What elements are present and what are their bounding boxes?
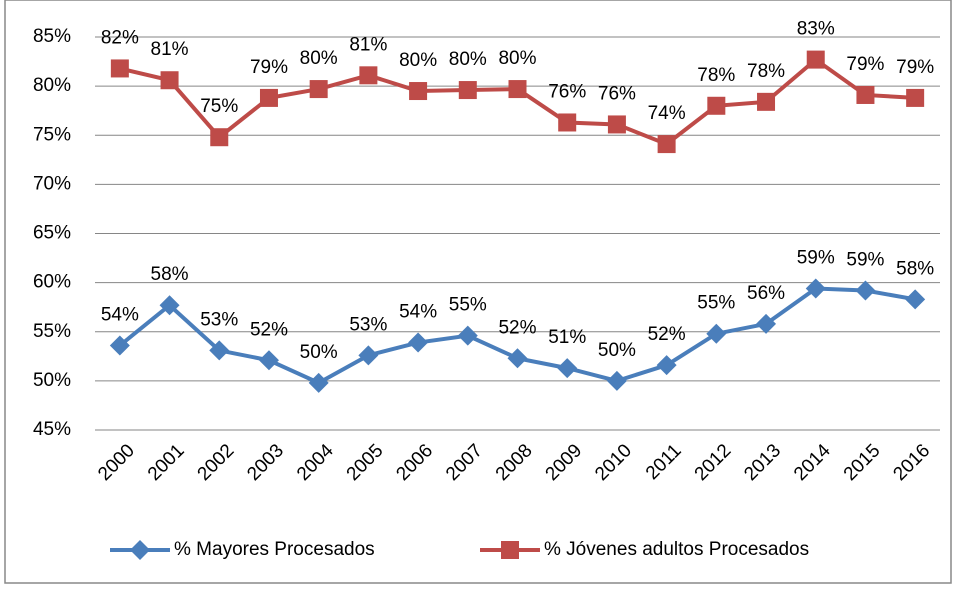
marker (607, 115, 626, 134)
y-tick-label: 75% (33, 124, 71, 145)
marker (805, 278, 826, 299)
marker (359, 66, 378, 85)
marker (657, 135, 676, 154)
marker (507, 348, 528, 369)
data-label: 50% (300, 342, 338, 363)
marker (309, 80, 328, 99)
data-label: 79% (846, 54, 884, 75)
data-label: 80% (399, 50, 437, 71)
marker (806, 50, 825, 69)
data-label: 78% (697, 65, 735, 86)
marker (308, 372, 329, 393)
data-label: 58% (151, 264, 189, 285)
data-label: 74% (648, 103, 686, 124)
y-tick-label: 70% (33, 173, 71, 194)
marker (210, 128, 229, 147)
data-label: 50% (598, 340, 636, 361)
marker (209, 340, 230, 361)
data-label: 58% (896, 258, 934, 279)
marker (706, 323, 727, 344)
legend-label: % Mayores Procesados (174, 539, 375, 560)
marker (109, 335, 130, 356)
marker (656, 355, 677, 376)
data-label: 80% (498, 48, 536, 69)
data-label: 82% (101, 27, 139, 48)
legend-marker (130, 540, 150, 560)
marker (457, 325, 478, 346)
data-label: 76% (548, 81, 586, 102)
marker (110, 59, 129, 78)
marker (707, 96, 726, 115)
y-tick-label: 50% (33, 370, 71, 391)
marker (409, 82, 428, 101)
y-tick-label: 65% (33, 223, 71, 244)
data-label: 79% (250, 57, 288, 78)
data-label: 80% (300, 48, 338, 69)
marker (757, 92, 776, 111)
marker (508, 80, 527, 99)
data-label: 78% (747, 61, 785, 82)
marker (408, 332, 429, 353)
data-label: 52% (648, 324, 686, 345)
data-label: 51% (548, 327, 586, 348)
data-label: 56% (747, 283, 785, 304)
y-tick-label: 85% (33, 26, 71, 47)
data-label: 54% (101, 305, 139, 326)
legend-label: % Jóvenes adultos Procesados (544, 539, 809, 560)
marker (160, 71, 179, 90)
y-tick-label: 45% (33, 419, 71, 440)
marker (458, 81, 477, 100)
data-label: 55% (697, 293, 735, 314)
data-label: 54% (399, 302, 437, 323)
marker (856, 85, 875, 104)
data-label: 75% (200, 96, 238, 117)
data-label: 55% (449, 295, 487, 316)
y-tick-label: 60% (33, 272, 71, 293)
y-tick-label: 55% (33, 321, 71, 342)
data-label: 83% (797, 19, 835, 40)
marker (606, 370, 627, 391)
data-label: 81% (349, 34, 387, 55)
marker (558, 113, 577, 132)
marker (258, 350, 279, 371)
data-label: 53% (349, 314, 387, 335)
marker (906, 88, 925, 107)
data-label: 52% (250, 319, 288, 340)
data-label: 59% (797, 248, 835, 269)
y-tick-label: 80% (33, 75, 71, 96)
marker (905, 289, 926, 310)
marker (557, 358, 578, 379)
marker (159, 295, 180, 316)
data-label: 52% (498, 317, 536, 338)
marker (259, 88, 278, 107)
legend-marker (501, 541, 519, 559)
data-label: 59% (846, 250, 884, 271)
data-label: 80% (449, 49, 487, 70)
chart-frame (4, 0, 952, 584)
data-label: 81% (151, 39, 189, 60)
marker (358, 345, 379, 366)
data-label: 53% (200, 309, 238, 330)
data-label: 79% (896, 57, 934, 78)
data-label: 76% (598, 83, 636, 104)
marker (756, 313, 777, 334)
marker (855, 280, 876, 301)
